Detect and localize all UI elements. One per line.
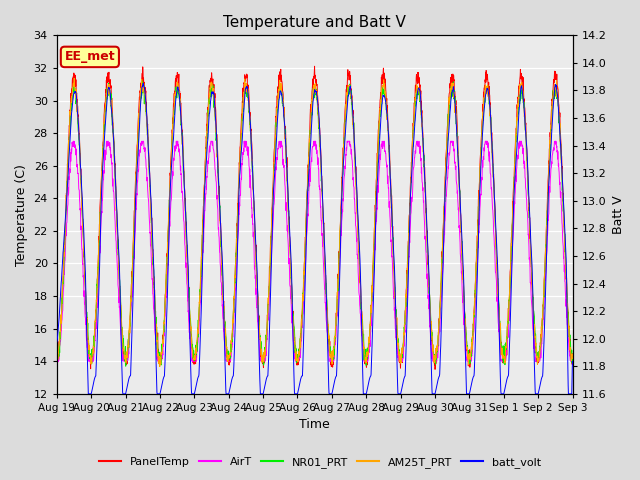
Y-axis label: Batt V: Batt V bbox=[612, 195, 625, 234]
Y-axis label: Temperature (C): Temperature (C) bbox=[15, 164, 28, 265]
X-axis label: Time: Time bbox=[300, 419, 330, 432]
Text: EE_met: EE_met bbox=[65, 50, 115, 63]
Legend: PanelTemp, AirT, NR01_PRT, AM25T_PRT, batt_volt: PanelTemp, AirT, NR01_PRT, AM25T_PRT, ba… bbox=[94, 452, 546, 472]
Title: Temperature and Batt V: Temperature and Batt V bbox=[223, 15, 406, 30]
